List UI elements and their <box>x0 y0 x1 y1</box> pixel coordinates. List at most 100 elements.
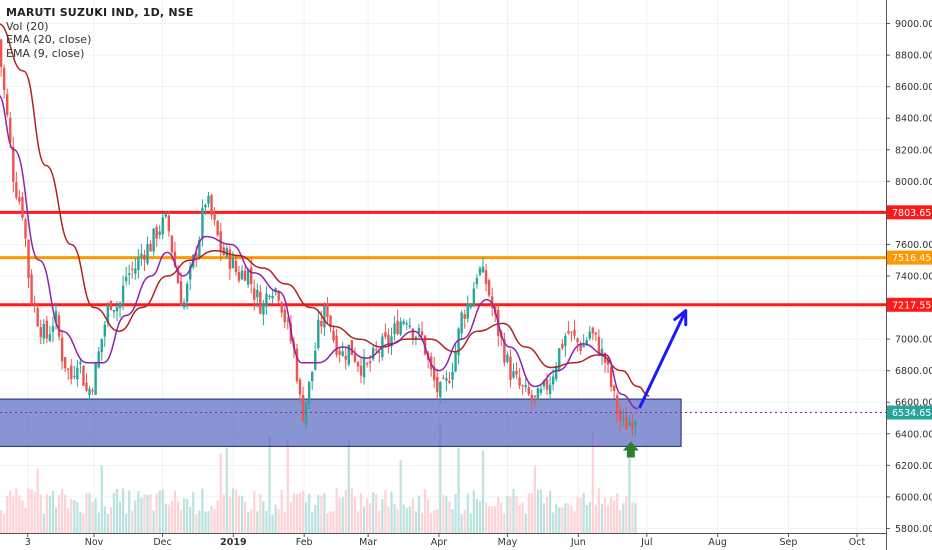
candle <box>393 315 396 341</box>
volume-bar <box>591 431 594 533</box>
candle <box>551 368 555 391</box>
time-tick-label: Nov <box>85 537 104 548</box>
candle-body <box>18 197 21 202</box>
candle <box>12 136 15 193</box>
candle <box>39 319 42 345</box>
candle <box>527 382 530 397</box>
candle-body <box>76 367 79 380</box>
ema9-indicator-label[interactable]: EMA (9, close) <box>6 46 85 60</box>
candle <box>365 361 369 368</box>
candle <box>524 375 527 392</box>
volume-bar <box>552 512 555 533</box>
volume-bar <box>539 489 543 533</box>
candle <box>561 339 564 351</box>
candle <box>600 338 604 365</box>
time-tick-label: Dec <box>153 537 171 548</box>
candle-body <box>338 350 341 355</box>
volume-bar <box>588 502 591 533</box>
candle <box>314 342 317 371</box>
candle-body <box>231 257 235 269</box>
volume-bar <box>463 509 466 533</box>
time-tick-label: Oct <box>849 537 866 548</box>
volume-bar <box>402 504 405 533</box>
price-tick-label: 8400.00 <box>895 114 932 125</box>
time-tick-label: Apr <box>431 537 448 548</box>
volume-bar <box>466 493 469 533</box>
candle <box>82 365 85 386</box>
candle <box>609 364 613 392</box>
volume-bar <box>576 496 579 533</box>
candle <box>402 318 405 326</box>
volume-bar <box>399 460 402 533</box>
price-axis-panel <box>886 0 932 550</box>
candle <box>301 386 305 423</box>
candle <box>256 283 259 308</box>
candle-body <box>475 278 479 285</box>
candle <box>204 203 207 216</box>
candle <box>515 362 518 380</box>
candle-body <box>533 395 537 398</box>
candle-body <box>228 249 232 270</box>
candle <box>94 361 97 395</box>
candle-body <box>472 288 476 307</box>
candle-body <box>320 320 323 327</box>
candle-body <box>222 247 225 256</box>
candle-body <box>445 378 448 381</box>
candle-body <box>201 208 204 239</box>
candle-body <box>164 213 168 217</box>
volume-bar <box>115 488 119 533</box>
candle <box>0 38 3 77</box>
volume-bar <box>298 493 302 533</box>
volume-bar <box>320 495 323 533</box>
volume-bar <box>106 514 109 533</box>
volume-bar <box>88 493 91 533</box>
price-tick-label: 5800.00 <box>895 524 932 535</box>
candle <box>207 192 210 208</box>
volume-indicator-label[interactable]: Vol (20) <box>6 19 49 33</box>
candle <box>216 219 219 237</box>
candle-body <box>399 321 402 335</box>
volume-bar <box>128 490 131 533</box>
candle <box>414 335 418 346</box>
volume-bar <box>67 508 70 533</box>
candle-body <box>33 303 36 306</box>
candle-body <box>262 303 265 315</box>
candle-body <box>0 39 3 67</box>
candle <box>121 275 125 311</box>
candle-body <box>146 244 149 264</box>
volume-bar <box>613 500 616 533</box>
volume-bar <box>73 499 76 533</box>
candle-body <box>506 354 509 362</box>
candle-body <box>9 118 12 143</box>
volume-bar <box>70 498 73 533</box>
candle-body <box>616 395 619 414</box>
candle <box>457 327 460 365</box>
volume-bar <box>259 494 262 533</box>
candle <box>594 332 598 342</box>
candle <box>588 326 591 341</box>
candle <box>21 192 24 221</box>
candle-body <box>573 329 576 336</box>
volume-bar <box>82 513 85 533</box>
candle <box>570 331 573 342</box>
resistance-lower-tag <box>887 297 932 312</box>
volume-bar <box>600 504 604 533</box>
volume-bar <box>79 512 82 533</box>
ema20-indicator-label[interactable]: EMA (20, close) <box>6 33 92 46</box>
candle <box>100 338 103 361</box>
candle <box>30 269 33 306</box>
candle-body <box>527 387 530 395</box>
candle-body <box>341 351 344 356</box>
candle-body <box>588 331 591 339</box>
candle-body <box>106 304 110 324</box>
volume-bar <box>356 511 360 533</box>
volume-bar <box>27 488 30 533</box>
candle <box>335 328 338 358</box>
candle-body <box>286 320 290 322</box>
signal-up-arrow-icon <box>622 441 639 458</box>
volume-bar <box>366 498 369 533</box>
candle-body <box>298 379 302 395</box>
volume-bar <box>189 507 192 533</box>
price-tick-label: 9000.00 <box>895 19 932 30</box>
